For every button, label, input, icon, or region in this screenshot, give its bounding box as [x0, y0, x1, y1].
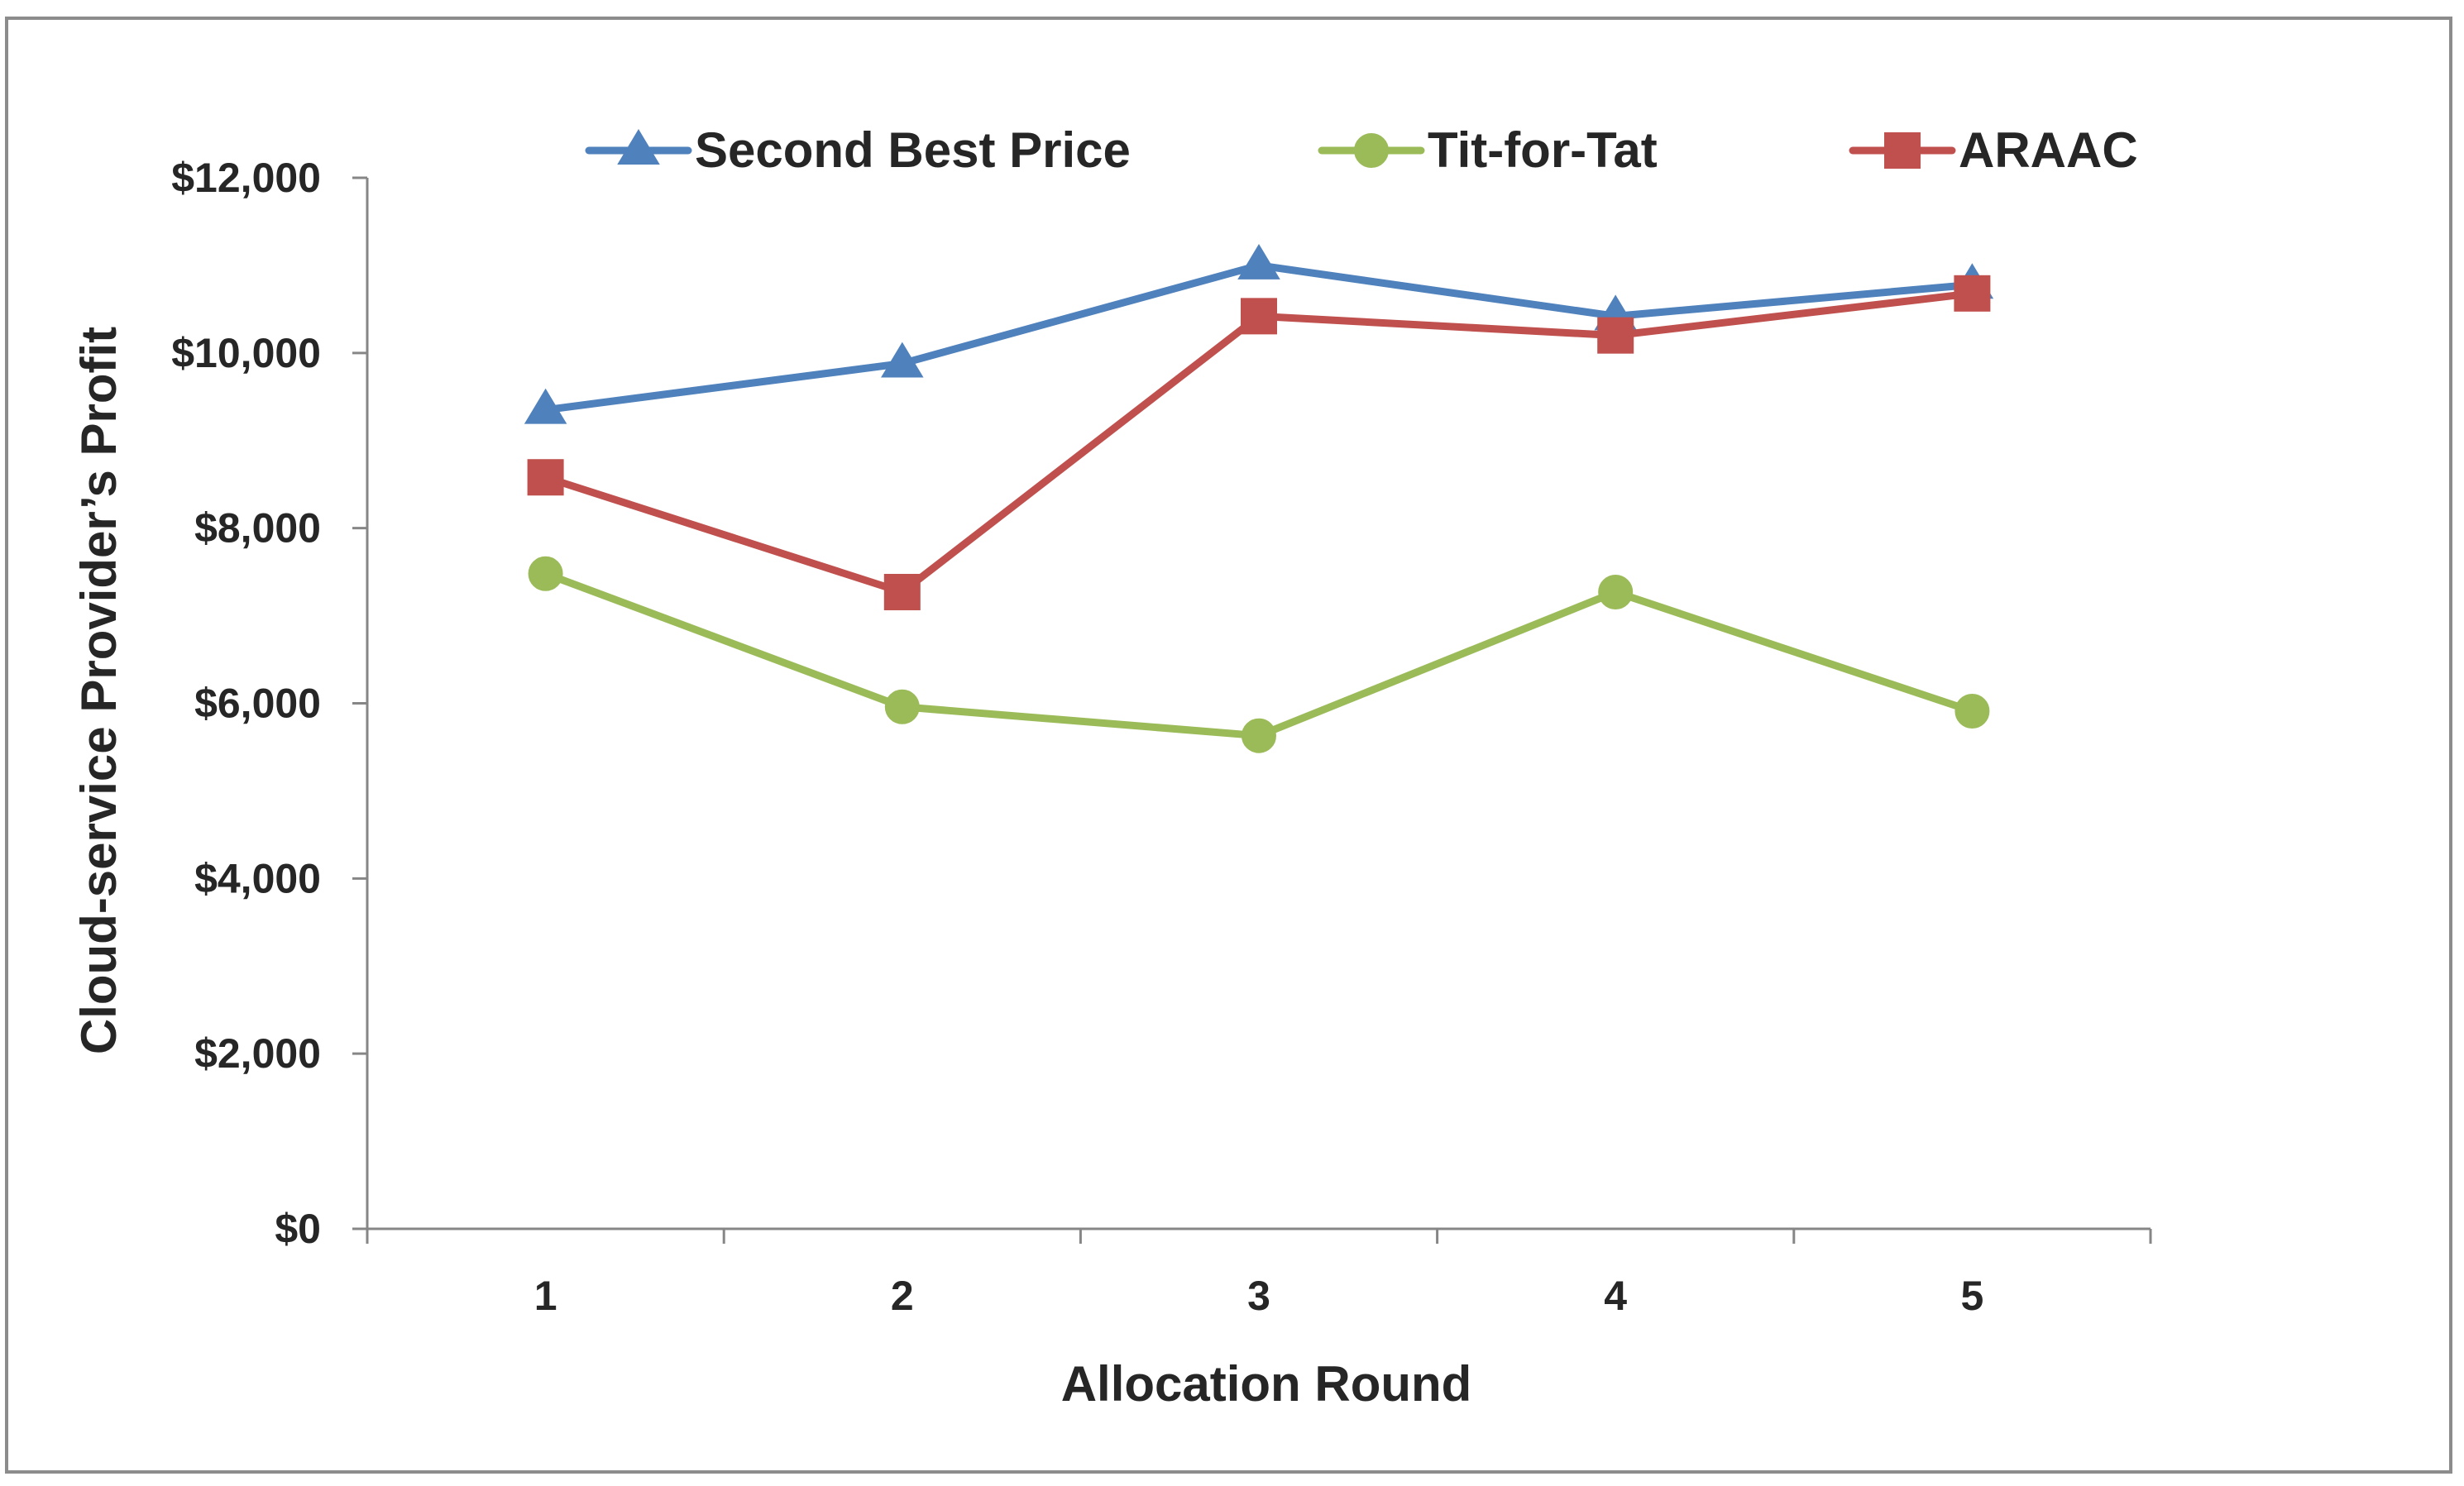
series-circle — [528, 556, 1990, 753]
data-point — [524, 388, 567, 424]
legend-label: Tit-for-Tat — [1428, 122, 1658, 178]
data-point — [884, 689, 920, 724]
y-tick-label: $0 — [275, 1206, 321, 1252]
series-square — [527, 275, 1991, 610]
legend-item: Tit-for-Tat — [1318, 122, 1658, 178]
data-point — [883, 573, 921, 610]
y-tick-label: $12,000 — [171, 155, 321, 201]
legend-label: ARAAC — [1959, 122, 2138, 178]
data-point — [1954, 275, 1991, 312]
y-axis: $0 $2,000 $4,000 $6,000 $8,000 $10,000 $12,000 — [171, 155, 369, 1252]
y-tick-label: $4,000 — [194, 855, 321, 901]
legend-marker — [617, 129, 660, 165]
y-tick-label: $6,000 — [194, 681, 321, 727]
data-point — [1242, 718, 1276, 753]
data-point — [1597, 317, 1634, 354]
data-point — [881, 342, 924, 378]
y-axis-title: Cloud-service Provider’s Profit — [71, 327, 127, 1054]
legend-item: ARAAC — [1849, 122, 2138, 178]
legend-item: Second Best Price — [585, 122, 1131, 178]
data-point — [1954, 694, 1990, 729]
x-tick-label: 2 — [891, 1273, 914, 1319]
plot-series — [524, 243, 1994, 753]
x-tick-label: 5 — [1960, 1273, 1983, 1319]
x-axis-title: Allocation Round — [1061, 1356, 1472, 1412]
x-tick-label: 4 — [1604, 1273, 1627, 1319]
legend-marker — [1884, 132, 1921, 169]
legend-marker — [1354, 133, 1389, 168]
data-point — [527, 459, 564, 496]
data-point — [528, 556, 563, 591]
data-point — [1241, 298, 1277, 335]
x-tick-label: 3 — [1247, 1273, 1270, 1319]
y-tick-label: $10,000 — [171, 330, 321, 376]
legend: Second Best Price Tit-for-Tat ARAAC — [585, 122, 2138, 178]
data-point — [1598, 574, 1634, 609]
chart-frame — [5, 17, 2452, 1474]
data-point — [1237, 243, 1280, 280]
y-tick-label: $2,000 — [194, 1030, 321, 1077]
x-tick-label: 1 — [534, 1273, 557, 1319]
legend-label: Second Best Price — [695, 122, 1131, 178]
y-tick-label: $8,000 — [194, 505, 321, 552]
x-axis: 1 2 3 4 5 — [366, 1227, 2152, 1319]
